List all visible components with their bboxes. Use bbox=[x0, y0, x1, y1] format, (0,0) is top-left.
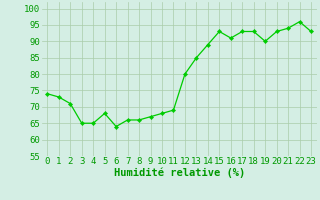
X-axis label: Humidité relative (%): Humidité relative (%) bbox=[114, 168, 245, 178]
